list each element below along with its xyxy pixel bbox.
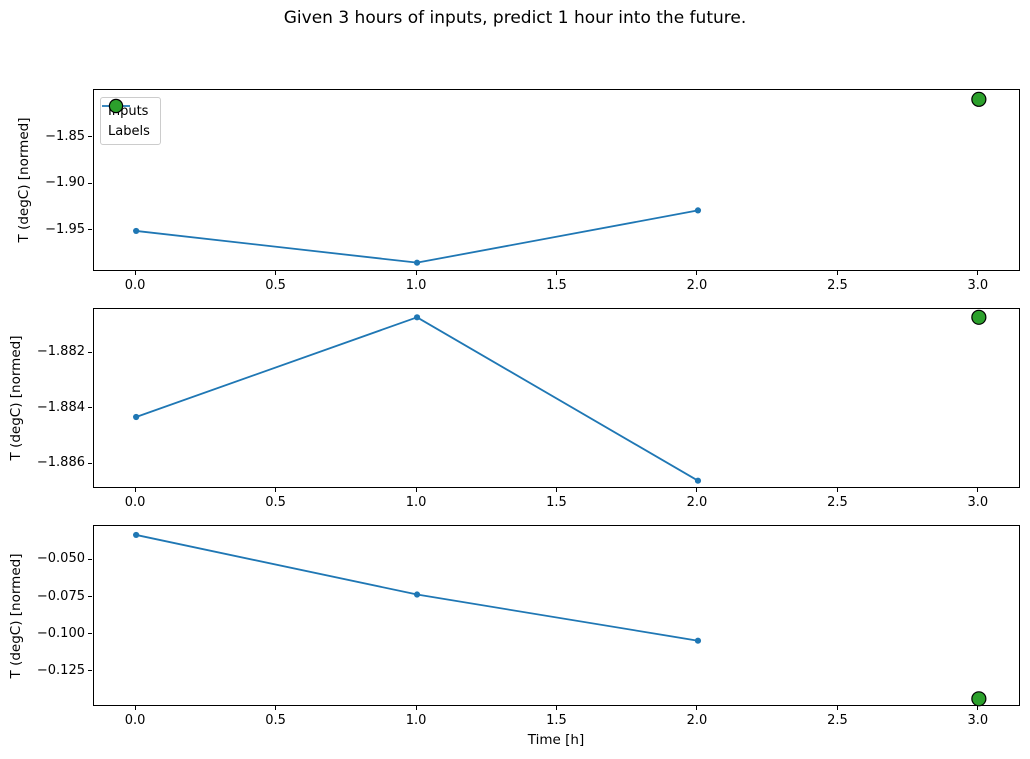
x-tick-label: 0.0 <box>124 278 146 293</box>
inputs-line <box>135 316 699 482</box>
y-axis-label: T (degC) [normed] <box>8 553 24 678</box>
figure-title: Given 3 hours of inputs, predict 1 hour … <box>283 8 747 28</box>
y-tick-label: −0.125 <box>36 662 85 678</box>
x-tick <box>275 271 277 275</box>
y-tick-label: −0.075 <box>36 588 85 604</box>
y-tick <box>88 462 92 464</box>
legend-item-labels: Labels <box>108 98 150 141</box>
labels-marker <box>971 91 987 107</box>
x-tick <box>556 488 557 492</box>
x-tick-label: 2.0 <box>686 495 708 510</box>
axes-subplot-2 <box>93 308 1020 488</box>
x-tick-label: 1.5 <box>546 713 567 728</box>
inputs-marker <box>413 259 421 266</box>
x-tick <box>415 271 417 275</box>
y-tick-label: −0.100 <box>36 625 85 641</box>
x-tick-label: 0.0 <box>124 495 146 510</box>
x-tick <box>556 271 557 275</box>
x-tick-label: 1.0 <box>405 495 427 510</box>
plot-area-subplot-2 <box>133 309 987 484</box>
y-axis-label: T (degC) [normed] <box>8 335 24 461</box>
y-tick-label: −1.884 <box>36 399 85 415</box>
x-tick-label: 1.0 <box>405 278 427 293</box>
x-tick <box>696 488 698 492</box>
x-tick-label: 3.0 <box>967 278 989 293</box>
x-tick-label: 2.5 <box>827 495 848 510</box>
legend-label: Labels <box>108 123 150 139</box>
x-tick-label: 2.5 <box>827 278 848 293</box>
x-tick-label: 0.5 <box>265 495 286 510</box>
y-tick <box>88 229 92 231</box>
inputs-marker <box>694 477 702 484</box>
labels-dot-icon <box>108 98 124 114</box>
plot-area-subplot-3 <box>133 531 987 707</box>
x-tick <box>836 706 838 710</box>
x-tick <box>556 706 557 710</box>
inputs-line <box>136 209 699 264</box>
x-tick <box>134 706 136 710</box>
y-tick <box>88 670 92 672</box>
x-tick <box>134 271 136 275</box>
y-tick-label: −1.886 <box>36 455 85 471</box>
inputs-marker <box>694 637 702 644</box>
inputs-marker <box>413 314 421 321</box>
y-tick <box>88 136 92 138</box>
x-tick-label: 2.0 <box>686 713 708 728</box>
x-tick-label: 0.0 <box>124 713 146 728</box>
x-tick-label: 2.0 <box>686 278 708 293</box>
x-tick <box>977 271 979 275</box>
x-tick <box>696 271 698 275</box>
x-tick <box>836 271 838 275</box>
legend: Inputs Labels <box>100 97 161 145</box>
x-tick-label: 2.5 <box>827 713 848 728</box>
inputs-marker <box>133 413 140 421</box>
x-tick-label: 3.0 <box>967 713 989 728</box>
inputs-marker <box>133 531 140 539</box>
x-tick <box>275 488 277 492</box>
inputs-marker <box>413 591 421 598</box>
inputs-line <box>135 534 699 642</box>
plot-area-subplot-1 <box>133 91 987 266</box>
x-tick-label: 0.5 <box>265 278 286 293</box>
y-tick-label: −1.95 <box>45 221 85 237</box>
y-tick-label: −0.050 <box>36 551 85 567</box>
x-tick <box>977 488 979 492</box>
x-tick-label: 3.0 <box>967 495 989 510</box>
inputs-marker <box>694 207 702 214</box>
y-tick <box>88 351 92 353</box>
y-tick <box>88 558 92 560</box>
x-tick <box>275 706 277 710</box>
x-tick <box>977 706 979 710</box>
inputs-marker <box>133 227 140 235</box>
labels-marker <box>971 309 987 325</box>
y-tick <box>88 596 92 597</box>
y-tick <box>88 407 92 409</box>
y-tick-label: −1.85 <box>45 128 85 144</box>
y-tick-label: −1.90 <box>45 175 85 191</box>
axes-subplot-1: Inputs Labels <box>93 89 1020 271</box>
x-tick <box>415 488 417 492</box>
y-tick-label: −1.882 <box>36 344 85 360</box>
x-tick-label: 1.0 <box>405 713 427 728</box>
x-tick-label: 1.5 <box>546 495 567 510</box>
x-tick <box>696 706 698 710</box>
y-tick <box>88 633 92 635</box>
x-tick-label: 1.5 <box>546 278 567 293</box>
x-tick <box>836 488 838 492</box>
x-tick <box>415 706 417 710</box>
x-axis-label: Time [h] <box>527 732 585 748</box>
y-axis-label: T (degC) [normed] <box>16 117 32 243</box>
axes-subplot-3 <box>93 525 1020 707</box>
labels-marker <box>971 691 987 707</box>
x-tick-label: 0.5 <box>265 713 286 728</box>
y-tick <box>88 182 92 184</box>
x-tick <box>134 488 136 492</box>
